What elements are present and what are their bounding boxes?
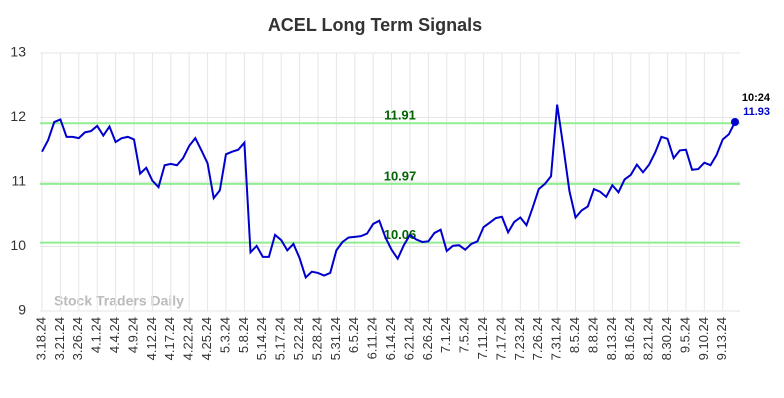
last-point bbox=[731, 118, 739, 127]
x-tick-label: 5.28.24 bbox=[309, 317, 324, 360]
x-tick-label: 6.21.24 bbox=[401, 317, 416, 360]
x-tick-label: 4.1.24 bbox=[89, 317, 104, 353]
x-tick-label: 5.22.24 bbox=[291, 317, 306, 360]
signal-label: 10.06 bbox=[384, 227, 417, 242]
x-tick-label: 3.18.24 bbox=[33, 317, 48, 360]
x-tick-label: 4.12.24 bbox=[144, 317, 159, 360]
x-tick-label: 9.10.24 bbox=[696, 317, 711, 360]
x-tick-label: 8.13.24 bbox=[604, 317, 619, 360]
y-tick-label: 13 bbox=[10, 44, 26, 60]
chart-title: ACEL Long Term Signals bbox=[268, 15, 482, 35]
x-tick-label: 4.25.24 bbox=[199, 317, 214, 360]
x-tick-label: 5.31.24 bbox=[328, 317, 343, 360]
x-tick-label: 8.30.24 bbox=[659, 317, 674, 360]
last-value: 11.93 bbox=[743, 106, 770, 118]
x-tick-label: 3.26.24 bbox=[70, 317, 85, 360]
x-tick-label: 8.16.24 bbox=[622, 317, 637, 360]
watermark: Stock Traders Daily bbox=[54, 293, 184, 309]
x-tick-label: 9.13.24 bbox=[714, 317, 729, 360]
x-tick-label: 6.11.24 bbox=[365, 317, 380, 359]
x-tick-label: 5.17.24 bbox=[273, 317, 288, 360]
x-tick-label: 7.31.24 bbox=[549, 317, 564, 360]
x-tick-label: 9.5.24 bbox=[677, 317, 692, 353]
x-tick-label: 7.26.24 bbox=[530, 317, 545, 360]
x-tick-label: 4.9.24 bbox=[125, 317, 140, 353]
x-tick-label: 7.1.24 bbox=[438, 317, 453, 353]
signal-label: 11.91 bbox=[384, 108, 416, 123]
x-tick-label: 4.17.24 bbox=[162, 317, 177, 360]
x-tick-label: 7.5.24 bbox=[457, 317, 472, 353]
x-tick-label: 6.5.24 bbox=[346, 317, 361, 353]
x-tick-label: 8.5.24 bbox=[567, 317, 582, 353]
x-tick-label: 6.14.24 bbox=[383, 317, 398, 360]
signal-label: 10.97 bbox=[384, 168, 417, 183]
y-tick-label: 11 bbox=[11, 173, 26, 189]
x-tick-label: 8.21.24 bbox=[641, 317, 656, 360]
x-tick-label: 5.14.24 bbox=[254, 317, 269, 360]
x-tick-label: 8.8.24 bbox=[585, 317, 600, 353]
x-tick-label: 4.4.24 bbox=[107, 317, 122, 353]
price-line bbox=[41, 104, 736, 280]
x-tick-label: 3.21.24 bbox=[52, 317, 67, 360]
x-tick-label: 4.22.24 bbox=[181, 317, 196, 360]
x-tick-label: 6.26.24 bbox=[420, 317, 435, 360]
y-tick-label: 12 bbox=[10, 108, 26, 124]
last-time: 10:24 bbox=[742, 92, 771, 104]
y-tick-label: 9 bbox=[18, 302, 26, 318]
y-tick-label: 10 bbox=[10, 237, 26, 253]
x-tick-label: 7.11.24 bbox=[475, 317, 490, 359]
x-tick-label: 5.3.24 bbox=[217, 317, 232, 353]
x-tick-label: 7.23.24 bbox=[512, 317, 527, 360]
x-tick-label: 7.17.24 bbox=[493, 317, 508, 360]
x-tick-label: 5.8.24 bbox=[236, 317, 251, 353]
